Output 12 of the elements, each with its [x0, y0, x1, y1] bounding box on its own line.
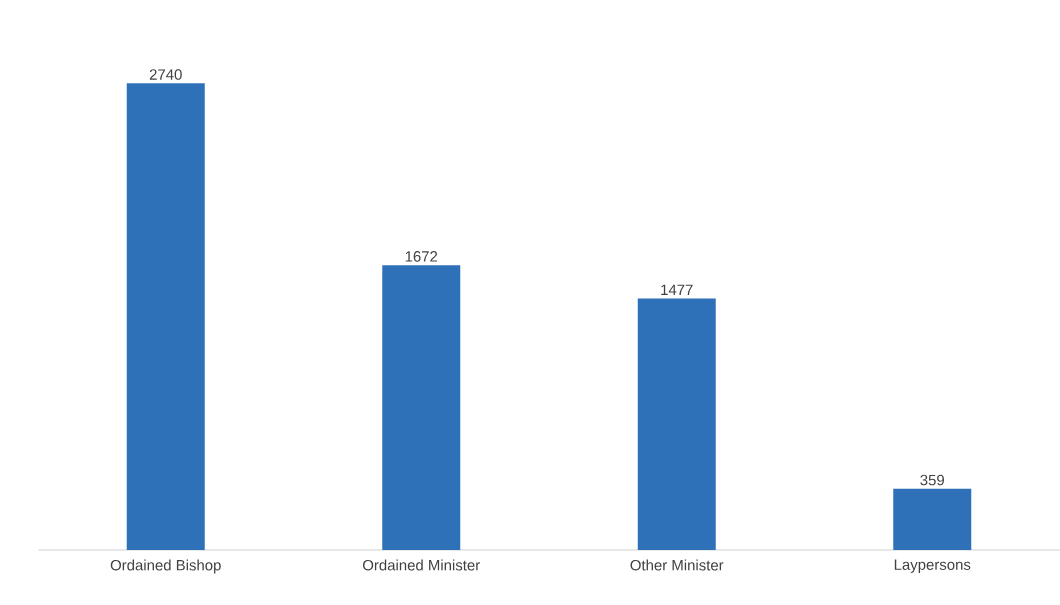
bar: [382, 265, 461, 550]
bar: [893, 488, 972, 550]
bar: [126, 83, 205, 550]
data-label: 1477: [661, 284, 693, 295]
x-tick-label: Ordained Bishop: [110, 559, 221, 574]
x-tick-label: Laypersons: [894, 559, 971, 573]
x-tick-label: Ordained Minister: [362, 559, 480, 571]
data-label: 359: [920, 474, 944, 486]
data-label: 2740: [149, 69, 182, 80]
data-label: 1672: [405, 251, 438, 262]
bar: [637, 298, 716, 550]
x-tick-label: Other Minister: [630, 559, 724, 571]
